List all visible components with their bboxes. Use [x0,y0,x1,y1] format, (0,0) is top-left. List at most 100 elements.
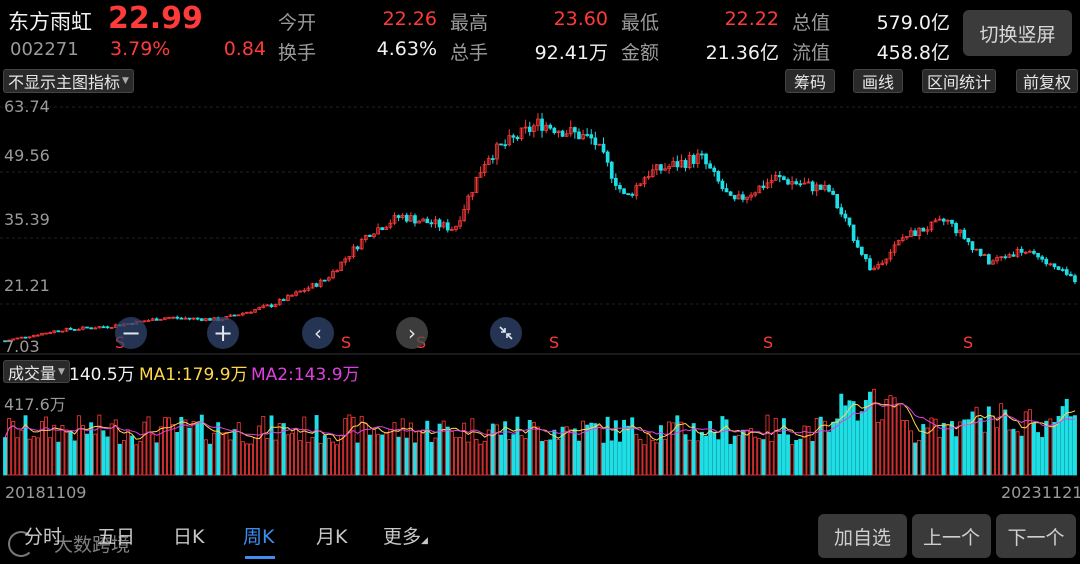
volume-bar [589,422,594,476]
chips-button[interactable]: 筹码 [785,69,835,93]
volume-bar [892,397,897,476]
volume-bar [191,420,196,476]
candle-body [199,318,204,321]
volume-bar [1015,431,1020,476]
volume-indicator-dropdown[interactable]: 成交量 ▼ [3,360,70,383]
candle-body [85,326,89,329]
candle-body [392,215,397,224]
candle-body [905,236,909,239]
candle-body [810,181,815,192]
volume-bar [691,423,696,476]
tab-weekly-k[interactable]: 周K [243,526,275,548]
tab-daily-k[interactable]: 日K [173,526,205,548]
mcap-value: 579.0亿 [876,12,950,34]
range-stats-button[interactable]: 区间统计 [922,69,996,93]
candle-body [363,234,368,240]
volume-bar [773,417,778,476]
volume-bar [622,419,626,476]
candle-body [273,303,278,308]
indicator-dropdown-label: 不显示主图指标 [8,73,121,92]
candle-body [261,305,266,308]
volume-bar [150,433,155,476]
candle-body [183,317,188,320]
volume-bar [708,421,713,476]
zoom-in-button[interactable]: + [207,317,239,349]
next-stock-button[interactable]: 下一个 [996,514,1076,558]
candle-body [15,337,20,340]
candle-body [753,192,758,196]
high-value: 23.60 [553,8,608,30]
volume-bar [7,418,12,476]
candle-body [654,164,659,171]
volume-bar [23,415,28,476]
previous-stock-button[interactable]: 上一个 [912,514,991,558]
volume-bar [27,438,32,476]
adjust-button[interactable]: 前复权 [1016,69,1078,93]
candle-body [163,317,167,320]
volume-bar [868,391,872,476]
fullscreen-exit-button[interactable] [490,317,522,349]
tab-five-day[interactable]: 五日 [97,526,136,548]
zoom-out-button[interactable]: − [115,317,147,349]
candle-body [560,130,565,137]
candle-body [290,294,294,297]
volume-bar [900,420,905,476]
volume-bar [425,420,430,476]
volume-bar [31,436,36,476]
turnover-value: 4.63% [376,38,437,60]
volume-bar [408,422,413,476]
volume-bar [527,419,532,476]
volume-bar [121,440,126,476]
volume-bar [1003,409,1008,476]
volume-bar [449,431,454,476]
candle-body [843,213,848,219]
volume-axis-max: 417.6万 [4,395,66,414]
candle-body [7,339,11,342]
tab-monthly-k[interactable]: 月K [316,526,348,548]
volume-bar [458,437,463,476]
switch-portrait-button[interactable]: 切换竖屏 [963,10,1072,56]
volume-bar [597,425,602,476]
add-watchlist-button[interactable]: 加自选 [818,514,907,558]
candle-body [794,181,799,185]
volume-bar [126,429,130,476]
candle-body [167,317,171,319]
candle-body [89,327,93,330]
sell-signal: S [549,333,560,352]
indicator-dropdown[interactable]: 不显示主图指标 ▼ [3,69,134,93]
volume-bar [19,429,24,476]
volume-bar [93,433,98,476]
volume-label: 总手 [450,42,489,64]
volume-bar [839,393,844,476]
volume-bar [654,442,659,476]
volume-bar [769,440,774,476]
volume-bar [363,423,368,476]
candle-body [527,126,532,133]
tab-more[interactable]: 更多◢ [383,522,428,549]
volume-bar [203,439,208,476]
scroll-right-button[interactable]: › [396,317,428,349]
candle-body [1060,269,1065,271]
candle-body [64,327,69,332]
volume-bar [80,425,85,476]
volume-bar [105,436,110,476]
candle-body [396,215,401,218]
volume-bar [3,437,8,476]
candle-body [851,224,856,241]
date-end: 20231121 [1001,483,1080,502]
candle-body [232,314,237,317]
volume-bar [962,419,967,476]
plus-icon: + [212,319,234,347]
scroll-left-button[interactable]: ‹ [302,317,334,349]
candle-body [77,328,81,331]
draw-line-button[interactable]: 画线 [853,69,903,93]
volume-bar [716,439,721,476]
volume-bar [925,427,930,476]
price-chart[interactable] [0,93,1080,355]
candle-body [433,219,438,225]
volume-chart[interactable] [0,383,1080,477]
candle-body [806,181,811,184]
candle-body [868,258,872,271]
volume-bar [531,421,536,476]
candle-body [704,153,708,165]
